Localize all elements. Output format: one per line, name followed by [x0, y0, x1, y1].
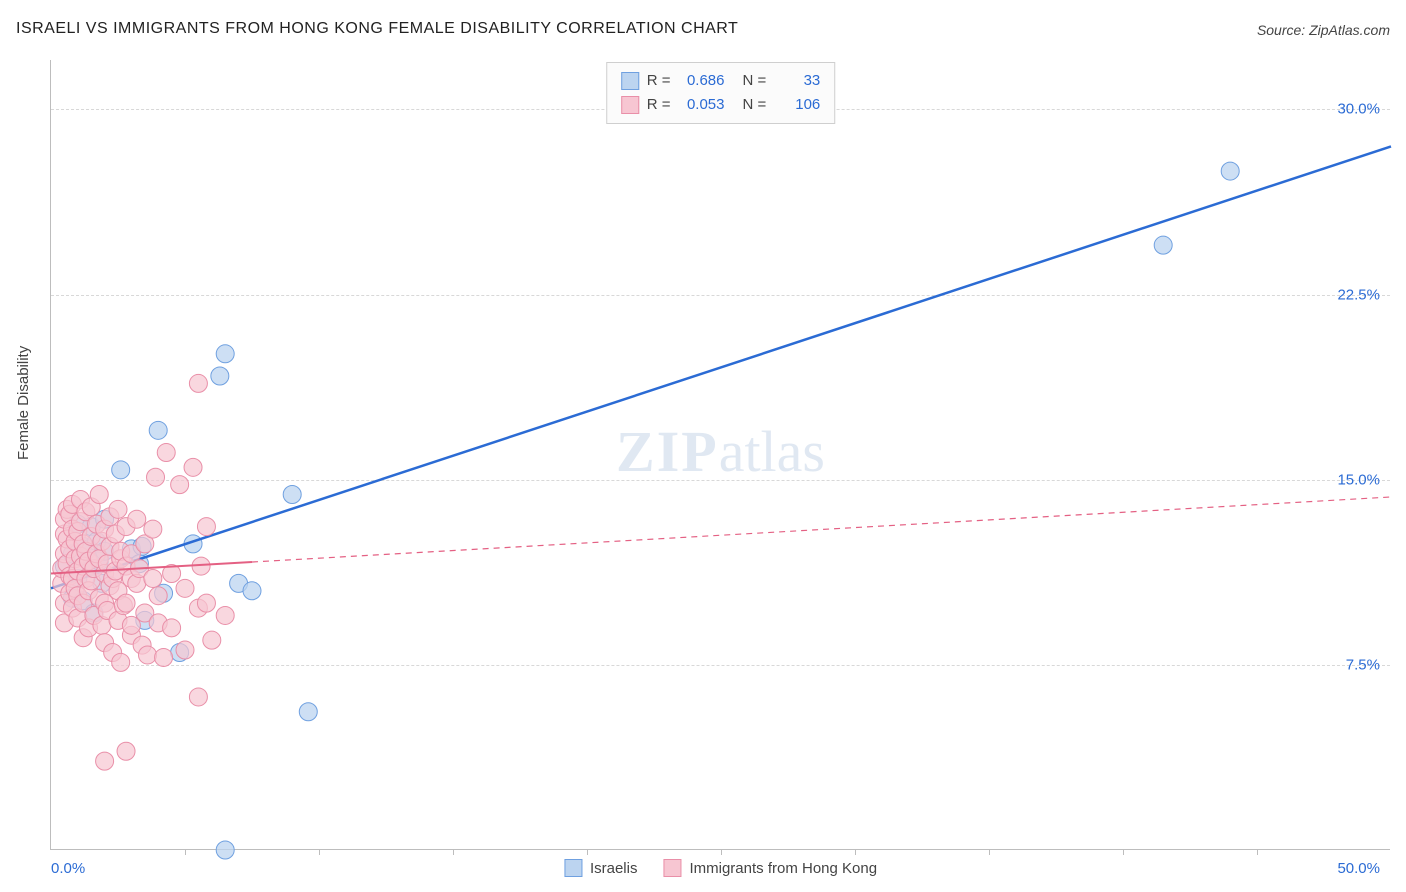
scatter-point	[283, 486, 301, 504]
trend-line	[252, 497, 1391, 562]
scatter-point	[112, 461, 130, 479]
plot-area: ZIPatlas 7.5%15.0%22.5%30.0% 0.0% 50.0% …	[50, 60, 1390, 850]
scatter-point	[90, 486, 108, 504]
stats-value-r: 0.053	[679, 93, 725, 117]
scatter-point	[184, 458, 202, 476]
stats-row: R = 0.053 N = 106	[621, 93, 821, 117]
legend-label: Israelis	[590, 860, 638, 877]
bottom-legend: Israelis Immigrants from Hong Kong	[564, 859, 877, 877]
scatter-point	[128, 510, 146, 528]
stats-value-n: 106	[774, 93, 820, 117]
scatter-point	[117, 594, 135, 612]
scatter-point	[144, 569, 162, 587]
scatter-point	[176, 641, 194, 659]
scatter-point	[176, 579, 194, 597]
scatter-point	[243, 582, 261, 600]
scatter-point	[149, 587, 167, 605]
chart-title: ISRAELI VS IMMIGRANTS FROM HONG KONG FEM…	[16, 20, 738, 38]
source-label: Source: ZipAtlas.com	[1257, 22, 1390, 38]
scatter-point	[144, 520, 162, 538]
stats-label-n: N =	[743, 69, 767, 93]
scatter-point	[197, 594, 215, 612]
trend-line	[51, 146, 1391, 588]
stats-value-r: 0.686	[679, 69, 725, 93]
legend-label: Immigrants from Hong Kong	[689, 860, 877, 877]
x-axis-max-label: 50.0%	[1337, 860, 1380, 877]
scatter-point	[216, 345, 234, 363]
scatter-point	[299, 703, 317, 721]
scatter-point	[155, 648, 173, 666]
scatter-point	[157, 444, 175, 462]
legend-swatch	[564, 859, 582, 877]
legend-swatch	[621, 72, 639, 90]
scatter-point	[147, 468, 165, 486]
scatter-point	[203, 631, 221, 649]
chart-svg	[51, 60, 1391, 850]
scatter-point	[216, 841, 234, 859]
y-axis-label: Female Disability	[15, 346, 32, 460]
stats-value-n: 33	[774, 69, 820, 93]
scatter-point	[109, 500, 127, 518]
stats-box: R = 0.686 N = 33 R = 0.053 N = 106	[606, 62, 836, 124]
legend-swatch	[621, 96, 639, 114]
scatter-point	[112, 653, 130, 671]
legend-item: Israelis	[564, 859, 638, 877]
scatter-point	[211, 367, 229, 385]
scatter-point	[197, 518, 215, 536]
scatter-point	[216, 606, 234, 624]
stats-label-n: N =	[743, 93, 767, 117]
scatter-point	[138, 646, 156, 664]
scatter-point	[1221, 162, 1239, 180]
legend-swatch	[663, 859, 681, 877]
stats-row: R = 0.686 N = 33	[621, 69, 821, 93]
scatter-point	[96, 752, 114, 770]
legend-item: Immigrants from Hong Kong	[663, 859, 877, 877]
scatter-point	[171, 476, 189, 494]
scatter-point	[189, 374, 207, 392]
scatter-point	[1154, 236, 1172, 254]
scatter-point	[189, 688, 207, 706]
x-axis-min-label: 0.0%	[51, 860, 85, 877]
stats-label-r: R =	[647, 93, 671, 117]
scatter-point	[163, 619, 181, 637]
scatter-point	[117, 742, 135, 760]
scatter-point	[149, 421, 167, 439]
stats-label-r: R =	[647, 69, 671, 93]
